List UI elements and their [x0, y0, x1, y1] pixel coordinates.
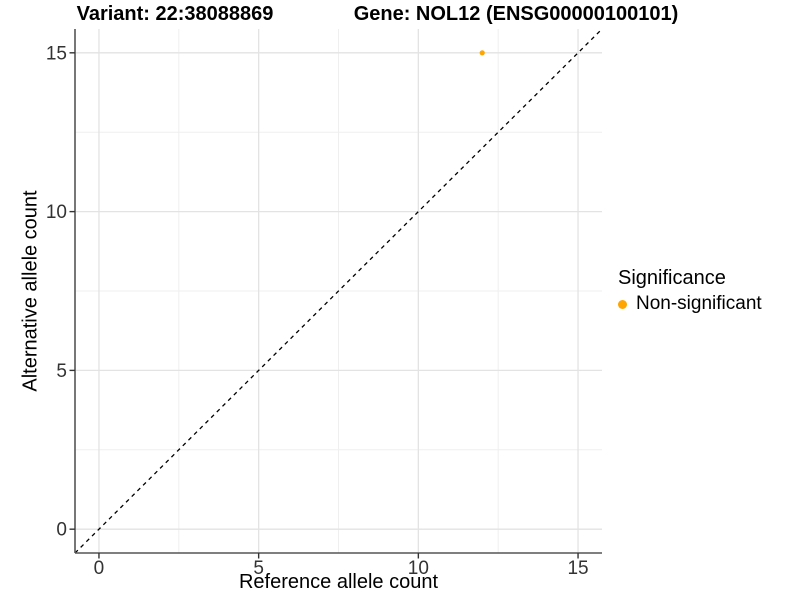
y-tick-label: 10	[46, 202, 67, 223]
identity-dashed-line	[74, 28, 603, 554]
legend-item: Non-significant	[616, 293, 762, 315]
x-tick-label: 15	[567, 558, 588, 579]
y-axis-title: Alternative allele count	[19, 190, 42, 392]
x-tick-label: 5	[253, 558, 264, 579]
plot-title-gene: Gene: NOL12 (ENSG00000100101)	[353, 3, 679, 25]
plot-title-variant: Variant: 22:38088869	[76, 3, 274, 25]
data-point	[479, 50, 485, 56]
x-axis-title: Reference allele count	[238, 571, 438, 593]
x-tick-label: 0	[94, 558, 105, 579]
legend-title: Significance	[618, 267, 726, 289]
y-tick-label: 15	[46, 43, 67, 64]
y-tick-label: 5	[56, 361, 67, 382]
legend-swatch-dot-icon	[618, 299, 627, 309]
x-tick-label: 10	[408, 558, 429, 579]
legend: Significance Non-significant	[616, 267, 762, 315]
legend-item-label: Non-significant	[636, 293, 762, 314]
y-tick-label: 0	[56, 520, 67, 541]
